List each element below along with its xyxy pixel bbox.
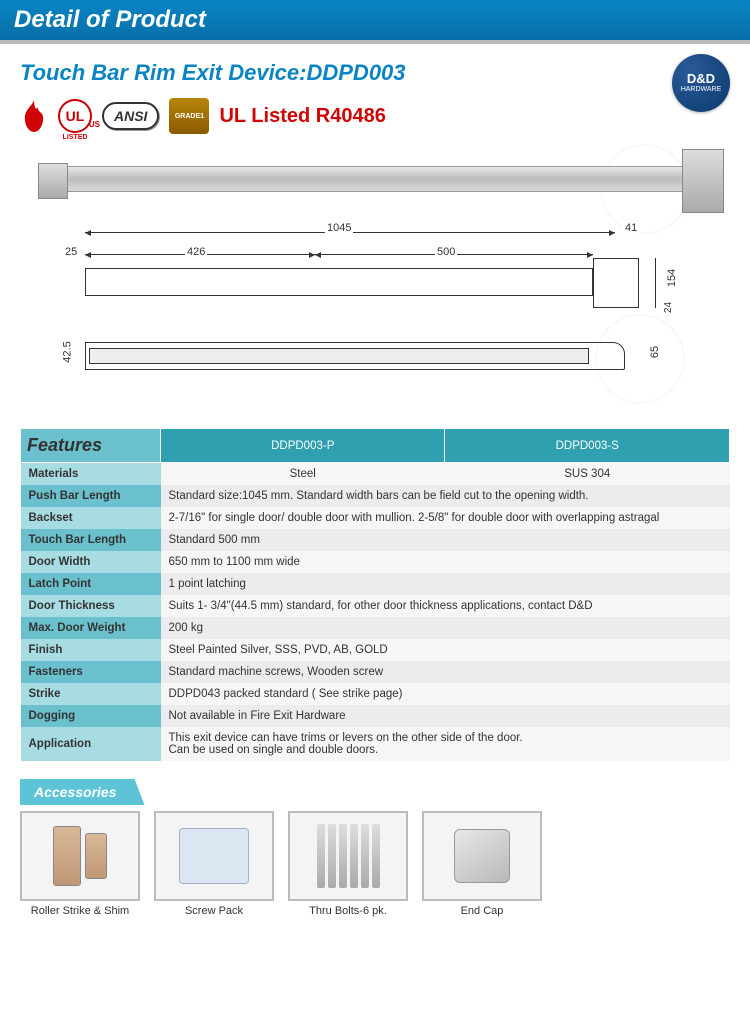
fire-icon: [20, 100, 48, 132]
acc-label: Screw Pack: [185, 905, 243, 917]
dim-total-label: 1045: [325, 222, 353, 234]
feature-value: 2-7/16" for single door/ double door wit…: [161, 507, 730, 529]
table-row: Max. Door Weight200 kg: [21, 617, 730, 639]
col-ddpd003s: DDPD003-S: [445, 429, 730, 463]
sideview-inner: [89, 348, 589, 364]
product-figure: 1045 41 25 426 500 154 24 42.5 65: [20, 150, 730, 410]
topview-head: [593, 258, 639, 308]
dim-sega-label: 426: [185, 246, 207, 258]
feature-value: 1 point latching: [161, 573, 730, 595]
table-row: FastenersStandard machine screws, Wooden…: [21, 661, 730, 683]
ul-mark: UL: [66, 108, 85, 124]
feature-label: Strike: [21, 683, 161, 705]
feature-value: DDPD043 packed standard ( See strike pag…: [161, 683, 730, 705]
feature-label: Touch Bar Length: [21, 529, 161, 551]
feature-label: Max. Door Weight: [21, 617, 161, 639]
table-row: Push Bar LengthStandard size:1045 mm. St…: [21, 485, 730, 507]
header-title: Detail of Product: [14, 6, 206, 33]
table-row: Door ThicknessSuits 1- 3/4"(44.5 mm) sta…: [21, 595, 730, 617]
feature-label: Finish: [21, 639, 161, 661]
feature-value: Standard size:1045 mm. Standard width ba…: [161, 485, 730, 507]
acc-end-cap: End Cap: [422, 811, 542, 917]
features-header: Features: [21, 429, 161, 463]
feature-label: Latch Point: [21, 573, 161, 595]
ansi-badge: ANSI: [102, 102, 159, 130]
features-table: Features DDPD003-P DDPD003-S MaterialsSt…: [20, 428, 730, 761]
table-row: ApplicationThis exit device can have tri…: [21, 727, 730, 761]
strike-plate-icon: [53, 826, 81, 886]
certification-row: UL US LISTED ANSI GRADE1 UL Listed R4048…: [20, 98, 730, 134]
bolts-icon: [317, 824, 380, 888]
acc-box: [422, 811, 542, 901]
acc-box: [154, 811, 274, 901]
feature-label: Backset: [21, 507, 161, 529]
technical-drawing: 1045 41 25 426 500 154 24 42.5 65: [55, 224, 695, 394]
logo-line2: HARDWARE: [681, 86, 722, 94]
table-row: Latch Point1 point latching: [21, 573, 730, 595]
ul-us: US: [89, 120, 100, 129]
feature-label: Door Width: [21, 551, 161, 573]
table-row: FinishSteel Painted Silver, SSS, PVD, AB…: [21, 639, 730, 661]
ul-listed-text: UL Listed R40486: [219, 105, 385, 128]
feature-label: Application: [21, 727, 161, 761]
feature-value: Not available in Fire Exit Hardware: [161, 705, 730, 727]
table-row: Door Width650 mm to 1100 mm wide: [21, 551, 730, 573]
acc-label: Thru Bolts-6 pk.: [309, 905, 387, 917]
acc-label: Roller Strike & Shim: [31, 905, 129, 917]
table-row: Touch Bar LengthStandard 500 mm: [21, 529, 730, 551]
feature-value: This exit device can have trims or lever…: [161, 727, 730, 761]
dim-left-label: 25: [63, 246, 79, 258]
dim-headin-label: 24: [663, 300, 674, 315]
feature-value: Standard machine screws, Wooden screw: [161, 661, 730, 683]
feature-label: Fasteners: [21, 661, 161, 683]
dim-headh-label: 154: [666, 267, 678, 289]
acc-box: [20, 811, 140, 901]
feature-label: Push Bar Length: [21, 485, 161, 507]
dim-segb-label: 500: [435, 246, 457, 258]
header-bar: Detail of Product: [0, 0, 750, 44]
ul-badge-icon: UL US LISTED: [58, 99, 92, 133]
acc-roller-strike: Roller Strike & Shim: [20, 811, 140, 917]
feature-value: Standard 500 mm: [161, 529, 730, 551]
col-ddpd003p: DDPD003-P: [161, 429, 445, 463]
topview-bar: [85, 268, 593, 296]
accessories-section: Accessories Roller Strike & Shim Screw P…: [20, 779, 730, 917]
dim-sidea-label: 42.5: [62, 339, 74, 364]
accessories-row: Roller Strike & Shim Screw Pack Thru Bol…: [20, 811, 730, 917]
brand-logo: D&D HARDWARE: [672, 54, 730, 112]
acc-label: End Cap: [461, 905, 504, 917]
dim-endw-label: 41: [623, 222, 639, 234]
feature-value: Steel: [161, 463, 445, 486]
table-row: StrikeDDPD043 packed standard ( See stri…: [21, 683, 730, 705]
acc-screw-pack: Screw Pack: [154, 811, 274, 917]
watermark-icon-2: [595, 314, 685, 404]
feature-label: Dogging: [21, 705, 161, 727]
logo-line1: D&D: [687, 72, 715, 86]
content: D&D HARDWARE Touch Bar Rim Exit Device:D…: [0, 44, 750, 937]
feature-value: Suits 1- 3/4"(44.5 mm) standard, for oth…: [161, 595, 730, 617]
grade1-badge: GRADE1: [169, 98, 209, 134]
dimv-head: [655, 258, 656, 308]
ul-listed: LISTED: [63, 134, 88, 141]
accessories-tab: Accessories: [20, 779, 145, 805]
table-row: Backset2-7/16" for single door/ double d…: [21, 507, 730, 529]
acc-box: [288, 811, 408, 901]
acc-thru-bolts: Thru Bolts-6 pk.: [288, 811, 408, 917]
product-title: Touch Bar Rim Exit Device:DDPD003: [20, 60, 730, 86]
feature-label: Materials: [21, 463, 161, 486]
feature-value: 200 kg: [161, 617, 730, 639]
feature-value: 650 mm to 1100 mm wide: [161, 551, 730, 573]
shim-plate-icon: [85, 833, 107, 879]
feature-value: Steel Painted Silver, SSS, PVD, AB, GOLD: [161, 639, 730, 661]
screw-pack-icon: [179, 828, 249, 884]
table-row: DoggingNot available in Fire Exit Hardwa…: [21, 705, 730, 727]
product-render: [65, 166, 685, 192]
feature-value: SUS 304: [445, 463, 730, 486]
feature-label: Door Thickness: [21, 595, 161, 617]
table-row: MaterialsSteelSUS 304: [21, 463, 730, 486]
endcap-icon: [454, 829, 510, 883]
